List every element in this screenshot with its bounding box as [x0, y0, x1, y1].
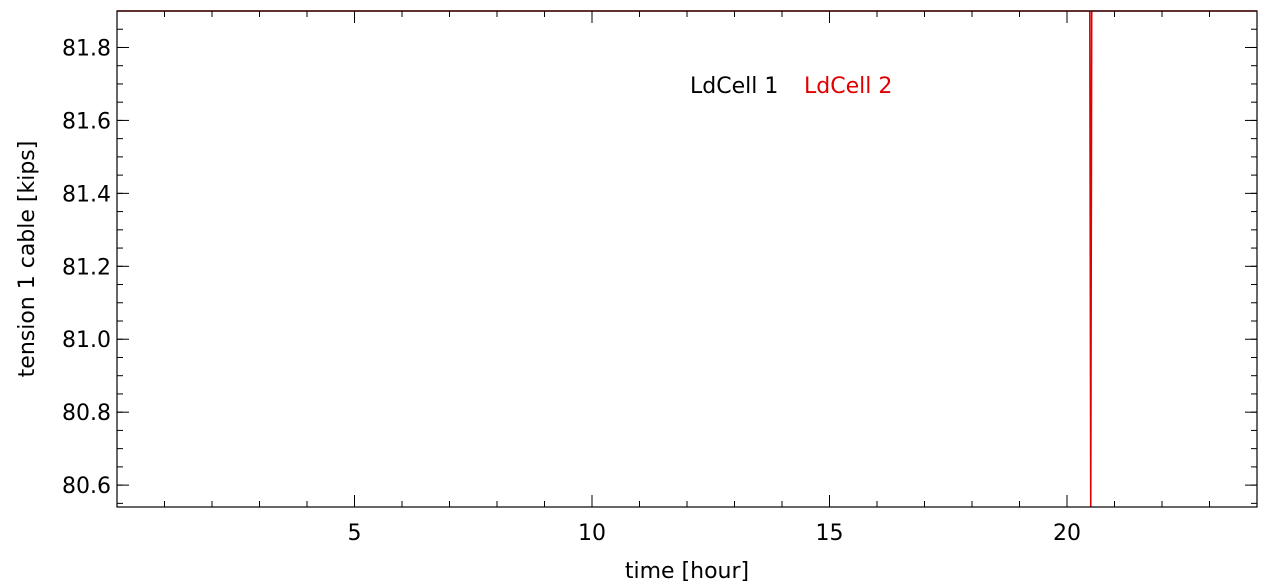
x-tick-label: 20: [1053, 521, 1081, 546]
legend-item-ldcell-2: LdCell 2: [804, 74, 892, 99]
legend-item-ldcell-1: LdCell 1: [690, 74, 778, 99]
y-tick-label: 81.2: [62, 255, 111, 280]
y-tick-label: 81.4: [62, 182, 111, 207]
x-tick-label: 15: [816, 521, 844, 546]
y-tick-label: 80.8: [62, 401, 111, 426]
plot-frame: [116, 10, 1258, 508]
y-axis-title: tension 1 cable [kips]: [15, 141, 40, 378]
x-tick-label: 10: [578, 521, 606, 546]
x-tick-label: 5: [348, 521, 362, 546]
y-tick-label: 81.6: [62, 109, 111, 134]
ticks-layer: 5 10 15 20 80.6 80.8 81.0 81.2 81.4 81.6 81.8: [62, 11, 1257, 546]
y-tick-label: 81.0: [62, 328, 111, 353]
y-tick-label: 81.8: [62, 36, 111, 61]
x-axis-title: time [hour]: [625, 559, 749, 584]
legend: LdCell 1 LdCell 2: [690, 74, 892, 99]
series-layer: [117, 10, 1257, 508]
y-tick-label: 80.6: [62, 474, 111, 499]
series-line-2: [117, 10, 1257, 508]
